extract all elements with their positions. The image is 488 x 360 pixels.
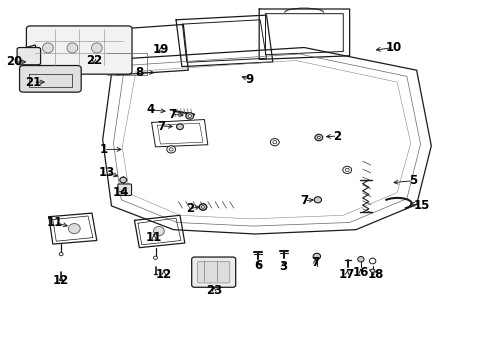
Text: 12: 12: [53, 274, 69, 287]
Text: 10: 10: [385, 41, 401, 54]
Ellipse shape: [357, 256, 363, 262]
Ellipse shape: [199, 204, 206, 210]
Ellipse shape: [176, 124, 183, 130]
Text: 8: 8: [135, 66, 143, 78]
Ellipse shape: [59, 252, 63, 256]
FancyBboxPatch shape: [197, 261, 229, 283]
Text: 22: 22: [85, 54, 102, 67]
Ellipse shape: [272, 140, 276, 144]
Ellipse shape: [68, 224, 80, 234]
Ellipse shape: [120, 177, 126, 183]
Ellipse shape: [91, 43, 102, 53]
Ellipse shape: [201, 206, 204, 208]
Text: 23: 23: [205, 284, 222, 297]
Text: 12: 12: [155, 268, 172, 281]
Text: 7: 7: [300, 194, 307, 207]
Text: 20: 20: [6, 55, 23, 68]
Ellipse shape: [345, 168, 348, 171]
Ellipse shape: [67, 43, 78, 53]
Ellipse shape: [342, 166, 351, 174]
FancyBboxPatch shape: [20, 66, 81, 92]
Text: 15: 15: [412, 199, 429, 212]
Text: 11: 11: [46, 216, 63, 229]
Ellipse shape: [369, 269, 374, 272]
Ellipse shape: [187, 114, 191, 117]
Text: 9: 9: [245, 73, 253, 86]
Text: 19: 19: [153, 43, 169, 56]
Text: 7: 7: [311, 256, 319, 269]
Ellipse shape: [153, 256, 157, 259]
Text: 18: 18: [366, 268, 383, 281]
Ellipse shape: [314, 134, 322, 141]
Text: 11: 11: [145, 231, 162, 244]
Ellipse shape: [169, 148, 173, 151]
Ellipse shape: [312, 253, 320, 259]
FancyBboxPatch shape: [26, 26, 132, 74]
Ellipse shape: [166, 146, 175, 153]
Text: 14: 14: [113, 186, 129, 199]
Text: 2: 2: [333, 130, 341, 143]
Text: 13: 13: [98, 166, 115, 179]
Text: 7: 7: [168, 108, 176, 121]
Ellipse shape: [317, 136, 320, 139]
Text: 16: 16: [352, 266, 368, 279]
Text: 6: 6: [254, 259, 262, 272]
Text: 2: 2: [185, 202, 193, 215]
Text: 1: 1: [100, 143, 107, 156]
Ellipse shape: [42, 43, 53, 53]
Ellipse shape: [153, 226, 164, 236]
FancyBboxPatch shape: [191, 257, 235, 287]
Text: 3: 3: [279, 260, 287, 273]
Text: 21: 21: [25, 76, 41, 89]
FancyBboxPatch shape: [118, 184, 131, 195]
Ellipse shape: [313, 197, 321, 203]
Text: 5: 5: [408, 174, 416, 187]
Ellipse shape: [270, 139, 279, 146]
Text: 7: 7: [157, 120, 165, 132]
Text: 17: 17: [338, 268, 355, 281]
Ellipse shape: [199, 204, 206, 210]
FancyBboxPatch shape: [17, 48, 41, 65]
Ellipse shape: [369, 258, 375, 264]
Ellipse shape: [185, 113, 193, 119]
Text: 4: 4: [146, 103, 154, 116]
